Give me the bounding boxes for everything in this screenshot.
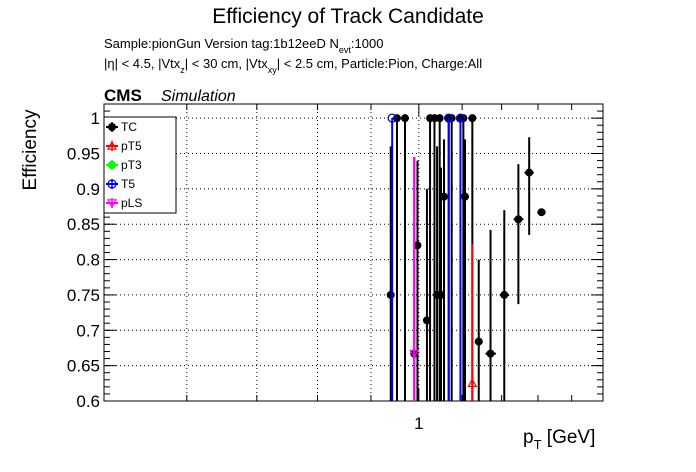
subtitle-text-part: | < 30 cm, |Vtx xyxy=(185,56,268,71)
legend-marker xyxy=(108,161,116,169)
legend-entry-pls: pLS xyxy=(106,196,142,210)
legend-marker xyxy=(106,140,118,150)
y-tick-label: 0.9 xyxy=(76,180,100,199)
legend-entry-tc: TC xyxy=(106,120,137,134)
series-pt5 xyxy=(467,244,478,401)
legend-entry-pt5: pT5 xyxy=(106,139,142,153)
data-point xyxy=(392,114,401,123)
data-point xyxy=(435,114,444,123)
data-point xyxy=(436,290,445,299)
legend-marker xyxy=(107,179,117,189)
data-point xyxy=(444,113,454,123)
y-tick-label: 0.65 xyxy=(67,357,100,376)
data-point xyxy=(387,113,397,123)
legend-label: pLS xyxy=(121,196,142,210)
data-point xyxy=(400,114,409,123)
series-pls xyxy=(409,157,420,401)
chart-title: Efficiency of Track Candidate xyxy=(212,5,484,28)
y-tick-label: 0.8 xyxy=(76,251,100,270)
data-point xyxy=(525,168,534,177)
y-tick-label: 0.7 xyxy=(76,321,100,340)
legend-label: T5 xyxy=(121,177,135,191)
x-axis-ticks: 1 xyxy=(103,104,604,433)
data-point xyxy=(455,113,466,123)
data-point xyxy=(386,290,395,299)
x-axis-label: pT [GeV] xyxy=(523,427,595,452)
legend-label: pT3 xyxy=(121,158,142,172)
legend-label: TC xyxy=(121,120,137,134)
chart-subtitle-line1: Sample:pionGun Version tag:1b12eeD Nevt:… xyxy=(104,36,383,55)
y-tick-label: 0.6 xyxy=(76,392,100,411)
data-point xyxy=(467,378,478,388)
subtitle-subscript: xy xyxy=(268,65,278,75)
data-point xyxy=(486,349,495,358)
legend: TC pT5 pT3 T5 pLS xyxy=(103,116,177,214)
y-tick-label: 0.95 xyxy=(67,145,100,164)
simulation-label: Simulation xyxy=(161,88,236,105)
subtitle-subscript: z xyxy=(180,65,185,75)
subtitle-text-part: | < 2.5 cm, Particle:Pion, Charge:All xyxy=(277,56,482,71)
data-point xyxy=(468,114,477,123)
legend-entry-t5: T5 xyxy=(106,177,135,191)
data-point xyxy=(500,290,509,299)
y-tick-label: 1 xyxy=(91,109,100,128)
data-point xyxy=(413,241,422,250)
legend-marker xyxy=(108,123,116,131)
data-point xyxy=(422,316,431,325)
x-tick-label: 1 xyxy=(414,414,423,433)
grid-lines xyxy=(104,104,603,401)
y-tick-label: 0.75 xyxy=(67,286,100,305)
cms-label: CMS xyxy=(104,86,142,105)
chart-subtitle-line2: |η| < 4.5, |Vtxz| < 30 cm, |Vtxxy| < 2.5… xyxy=(104,56,482,75)
legend-entry-pt3: pT3 xyxy=(106,158,142,172)
data-point xyxy=(461,192,470,201)
legend-marker xyxy=(106,199,118,209)
data-marks xyxy=(386,113,546,401)
subtitle-text-part: |η| < 4.5, |Vtx xyxy=(104,56,181,71)
data-point xyxy=(514,215,523,224)
series-t5 xyxy=(387,113,466,401)
data-point xyxy=(537,208,546,217)
data-point xyxy=(440,192,449,201)
data-point xyxy=(474,337,483,346)
y-tick-label: 0.85 xyxy=(67,215,100,234)
legend-label: pT5 xyxy=(121,139,142,153)
data-point xyxy=(409,349,420,359)
y-axis-label: Efficiency xyxy=(20,109,41,190)
